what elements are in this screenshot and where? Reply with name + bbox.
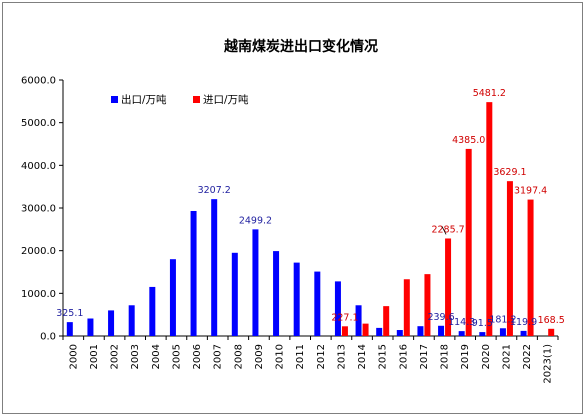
export-bar [396,330,403,336]
x-tick-label: 2001 [89,344,100,369]
x-tick-label: 2015 [378,344,389,369]
data-labels: 325.1 3207.2 2499.2 239.6114.391.5181.2119.… [56,88,565,329]
x-tick-label: 2007 [213,344,224,369]
x-tick-label: 2008 [233,344,244,369]
export-bar [438,325,445,336]
export-bar [376,327,383,336]
import-data-label: 3197.4 [514,186,547,197]
export-bar [169,259,176,336]
x-tick-label: 2023(1) [543,344,554,384]
export-bar [252,229,259,336]
export-bar [334,281,341,336]
y-tick-label: 4000.0 [21,161,56,172]
chart-frame: 越南煤炭进出口变化情况 出口/万吨 进口/万吨 0.0 1000.0 2000.0 30… [2,2,583,414]
import-bar [506,181,513,336]
import-bar [424,274,431,336]
import-data-label: 168.5 [538,315,565,326]
export-bar [458,331,465,336]
x-tick-label: 2002 [110,344,121,369]
label-leader-line [441,226,447,235]
export-bar [128,305,135,336]
import-data-label: 227.1 [331,312,358,323]
import-bar [548,328,555,336]
legend-item-import: 进口/万吨 [193,93,249,106]
legend-item-export: 出口/万吨 [111,93,167,106]
y-tick-label: 3000.0 [21,204,56,215]
import-data-label: 3629.1 [493,167,526,178]
x-tick-label: 2022 [522,344,533,369]
x-tick-label: 2005 [171,344,182,369]
x-tick-label: 2018 [440,344,451,369]
export-bar [211,199,218,336]
x-tick-label: 2004 [151,344,162,369]
x-tick-label: 2010 [275,344,286,369]
import-bar [341,326,348,336]
x-tick-label: 2009 [254,344,265,369]
x-tick-label: 2016 [398,344,409,369]
export-data-label: 119.9 [510,317,537,328]
x-tick-label: 2017 [419,344,430,369]
import-data-label: 5481.2 [473,88,506,99]
legend: 出口/万吨 进口/万吨 [111,93,249,106]
import-bar [403,279,410,336]
import-bar [486,102,493,336]
export-data-label: 2499.2 [239,215,272,226]
import-bar [383,306,390,336]
y-tick-label: 5000.0 [21,118,56,129]
bars [66,102,555,336]
y-tick-label: 6000.0 [21,76,56,87]
x-axis: 2000 2001 2002 2003 2004 2005 2006 2007 2008 2009… [62,335,559,384]
export-data-label: 181.2 [489,314,516,325]
x-tick-label: 2014 [357,344,368,369]
y-axis: 0.0 1000.0 2000.0 3000.0 4000.0 5000.0 6000.0 [21,76,64,343]
export-data-label: 91.5 [472,318,493,329]
chart-svg: 越南煤炭进出口变化情况 出口/万吨 进口/万吨 0.0 1000.0 2000.0 30… [21,38,565,384]
export-bar [66,322,73,336]
import-bar [362,323,369,336]
export-bar [231,252,238,336]
y-tick-label: 0.0 [40,332,56,343]
x-tick-label: 2021 [501,344,512,369]
x-tick-label: 2006 [192,344,203,369]
import-data-label: 2285.7 [431,224,464,235]
export-bar [499,328,506,336]
export-bar [190,210,197,336]
export-data-label: 239.6 [427,312,454,323]
legend-swatch [111,96,118,103]
x-tick-label: 2012 [316,344,327,369]
export-bar [87,318,94,336]
export-bar [479,332,486,336]
export-bar [273,251,280,336]
legend-label: 出口/万吨 [121,93,167,106]
import-bar [445,238,452,336]
export-bar [314,271,321,336]
export-bar [149,286,156,336]
export-data-label: 3207.2 [198,185,231,196]
x-tick-label: 2011 [295,344,306,369]
import-data-label: 4385.0 [452,135,485,146]
import-bar [527,199,534,336]
legend-label: 进口/万吨 [203,93,249,106]
export-data-label: 325.1 [56,308,83,319]
export-bar [355,305,362,336]
import-bar [465,148,472,336]
legend-swatch [193,96,200,103]
export-bar [293,262,300,336]
x-tick-label: 2020 [481,344,492,369]
export-bar [108,310,115,336]
export-bar [520,330,527,336]
chart-title: 越南煤炭进出口变化情况 [223,38,378,55]
x-tick-label: 2003 [130,344,141,369]
x-tick-label: 2013 [336,344,347,369]
x-tick-label: 2000 [68,344,79,369]
y-tick-label: 2000.0 [21,246,56,257]
export-bar [417,326,424,336]
y-tick-label: 1000.0 [21,289,56,300]
x-tick-label: 2019 [460,344,471,369]
export-data-label: 114.3 [448,317,475,328]
